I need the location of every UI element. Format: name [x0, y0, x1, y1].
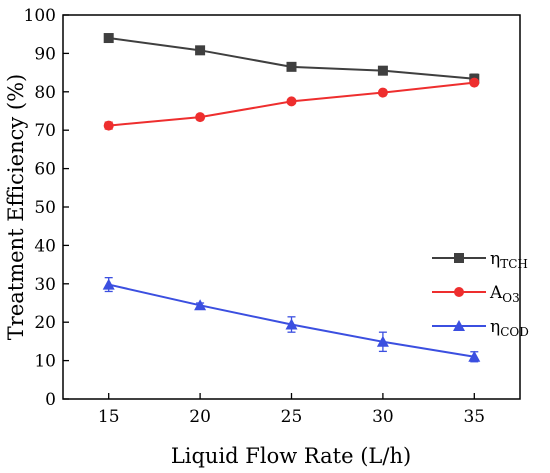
y-tick-label: 60	[34, 160, 56, 180]
legend-symbol: A	[489, 283, 503, 303]
y-tick-label: 30	[34, 275, 56, 295]
x-tick-label: 15	[98, 407, 120, 427]
data-point	[194, 299, 207, 311]
data-point	[103, 33, 114, 44]
data-point	[468, 350, 481, 362]
legend-subscript: O3	[502, 291, 519, 305]
legend-subscript: TCH	[500, 257, 528, 271]
data-point	[377, 87, 388, 98]
data-point	[377, 65, 388, 76]
x-axis-ticks: 15 20 25 30 35	[98, 393, 485, 427]
data-point	[103, 120, 114, 131]
y-tick-label: 90	[34, 44, 56, 64]
y-tick-label: 70	[34, 121, 56, 141]
data-point	[102, 278, 115, 290]
x-tick-label: 20	[189, 407, 211, 427]
series-layer	[102, 33, 481, 363]
legend-item: ηTCH	[432, 249, 528, 271]
data-point	[469, 77, 480, 88]
data-point	[286, 61, 297, 72]
data-point	[285, 318, 298, 330]
legend-symbol: η	[490, 317, 500, 337]
x-axis-title: Liquid Flow Rate (L/h)	[171, 444, 411, 468]
plot-frame	[62, 14, 521, 400]
legend-swatch-marker	[454, 253, 464, 263]
data-point	[195, 112, 206, 123]
x-tick-label: 35	[463, 407, 485, 427]
legend-label: AO3	[489, 283, 520, 305]
legend-swatch-marker	[453, 320, 465, 331]
series-o3	[103, 77, 480, 131]
series-cod	[102, 277, 481, 363]
y-axis-title: Treatment Efficiency (%)	[4, 74, 28, 340]
legend-subscript: COD	[500, 325, 529, 339]
legend-label: ηTCH	[490, 249, 528, 271]
y-tick-label: 20	[34, 313, 56, 333]
y-tick-label: 80	[34, 83, 56, 103]
legend-item: ηCOD	[432, 317, 529, 339]
legend-swatch-marker	[454, 287, 464, 297]
y-tick-label: 100	[24, 6, 56, 26]
x-tick-label: 30	[372, 407, 394, 427]
y-tick-label: 50	[34, 198, 56, 218]
legend-symbol: η	[490, 249, 500, 269]
data-point	[376, 335, 389, 347]
data-point	[286, 96, 297, 107]
y-tick-label: 10	[34, 352, 56, 372]
y-tick-label: 40	[34, 236, 56, 256]
legend-label: ηCOD	[490, 317, 529, 339]
x-tick-label: 25	[281, 407, 303, 427]
data-point	[195, 45, 206, 56]
y-axis-ticks: 0 10 20 30 40 50 60 70 80 90 100	[24, 6, 69, 410]
legend-item: AO3	[432, 283, 520, 305]
y-tick-label: 0	[45, 390, 56, 410]
